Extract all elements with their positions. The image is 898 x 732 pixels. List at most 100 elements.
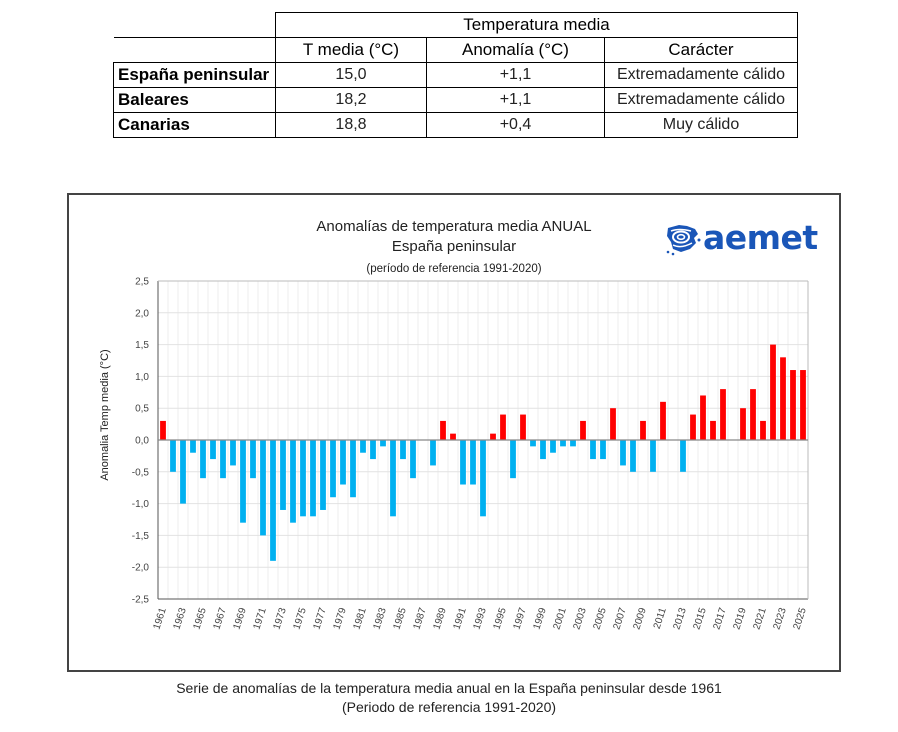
- table-row: Baleares 18,2 +1,1 Extremadamente cálido: [113, 87, 798, 113]
- bar-2025: [800, 370, 806, 440]
- bar-1963: [180, 440, 186, 504]
- chart-frame: 2,5 2,0 1,5 1,0 0,5 0,0 -0,5 -1,0 -1,5 -2,0 -2,5 1…: [67, 193, 841, 672]
- x-tick-label: 1979: [332, 606, 349, 631]
- bar-1994: [490, 433, 496, 440]
- bar-1986: [410, 440, 416, 479]
- bar-2020: [750, 389, 756, 440]
- bar-1988: [430, 440, 436, 466]
- bar-2023: [780, 357, 786, 440]
- bar-2003: [580, 420, 586, 440]
- x-tick-label: 1973: [272, 606, 289, 631]
- blank-corner: [113, 12, 276, 38]
- x-tick-label: 1981: [352, 606, 369, 631]
- x-tick-label: 1963: [172, 606, 189, 631]
- region-name: Canarias: [113, 112, 276, 138]
- x-tick-label: 2011: [652, 606, 669, 630]
- bar-1979: [340, 440, 346, 485]
- bar-1993: [480, 440, 486, 517]
- bar-2024: [790, 370, 796, 440]
- x-tick-label: 2021: [752, 606, 769, 631]
- x-tick-label: 2009: [632, 606, 649, 631]
- bar-2000: [550, 440, 556, 453]
- y-tick-label: -2,5: [132, 595, 150, 606]
- bar-1978: [330, 440, 336, 498]
- aemet-logo-icon: [666, 225, 701, 256]
- t-media-value: 18,8: [275, 112, 427, 138]
- figure-caption: Serie de anomalías de la temperatura med…: [0, 679, 898, 717]
- bar-1990: [450, 433, 456, 440]
- bar-2001: [560, 440, 566, 447]
- x-tick-label: 1975: [292, 606, 309, 631]
- bar-1967: [220, 440, 226, 479]
- region-name: Baleares: [113, 87, 276, 113]
- bar-1998: [530, 440, 536, 447]
- y-tick-labels: 2,5 2,0 1,5 1,0 0,5 0,0 -0,5 -1,0 -1,5 -2,0 -2,5: [132, 277, 150, 606]
- x-tick-label: 2019: [732, 606, 749, 631]
- bar-1991: [460, 440, 466, 485]
- bars: [160, 344, 806, 561]
- y-tick-label: -2,0: [132, 563, 150, 574]
- x-tick-label: 1999: [532, 606, 549, 631]
- x-tick-label: 2003: [572, 606, 589, 631]
- bar-1981: [360, 440, 366, 453]
- bar-1995: [500, 414, 506, 440]
- x-tick-label: 1971: [252, 606, 269, 631]
- x-tick-label: 1991: [452, 606, 469, 631]
- x-tick-label: 1967: [212, 606, 229, 631]
- x-tick-label: 1995: [492, 606, 509, 631]
- x-tick-label: 2015: [692, 606, 709, 631]
- bar-2011: [660, 401, 666, 440]
- bar-1964: [190, 440, 196, 453]
- region-name: España peninsular: [113, 62, 276, 88]
- bar-1984: [390, 440, 396, 517]
- aemet-logo: aemet: [665, 218, 818, 258]
- bar-1976: [310, 440, 316, 517]
- x-tick-label: 1961: [152, 606, 169, 631]
- bar-1982: [370, 440, 376, 460]
- y-tick-label: 0,0: [135, 436, 149, 447]
- aemet-logo-text: aemet: [703, 218, 818, 257]
- bar-1966: [210, 440, 216, 460]
- bar-1997: [520, 414, 526, 440]
- table-row: Canarias 18,8 +0,4 Muy cálido: [113, 112, 798, 138]
- bar-2022: [770, 344, 776, 440]
- bar-2016: [710, 420, 716, 440]
- bar-2008: [630, 440, 636, 472]
- y-tick-label: 1,0: [135, 372, 149, 383]
- group-header: Temperatura media: [275, 12, 798, 38]
- bar-1975: [300, 440, 306, 517]
- x-tick-label: 1993: [472, 606, 489, 631]
- column-header-caracter: Carácter: [604, 37, 798, 63]
- bar-1965: [200, 440, 206, 479]
- caption-line-2: (Periodo de referencia 1991-2020): [341, 699, 557, 715]
- x-tick-labels: 1961 1963 1965 1967 1969 1971 1973 1975 1977 1979…: [152, 606, 809, 631]
- x-tick-label: 1969: [232, 606, 249, 631]
- anomalia-value: +0,4: [426, 112, 605, 138]
- bar-1968: [230, 440, 236, 466]
- bar-1969: [240, 440, 246, 523]
- x-tick-label: 1965: [192, 606, 209, 631]
- x-tick-label: 1983: [372, 606, 389, 631]
- summary-group-header-row: Temperatura media: [113, 12, 798, 38]
- bar-2017: [720, 389, 726, 440]
- bar-1974: [290, 440, 296, 523]
- y-tick-label: -1,0: [132, 499, 150, 510]
- x-tick-label: 1989: [432, 606, 449, 631]
- caption-line-1: Serie de anomalías de la temperatura med…: [176, 680, 722, 696]
- caracter-value: Extremadamente cálido: [604, 62, 798, 88]
- x-tick-label: 2023: [772, 606, 789, 631]
- anomalia-value: +1,1: [426, 62, 605, 88]
- x-tick-label: 1997: [512, 606, 529, 631]
- bar-1972: [270, 440, 276, 561]
- x-tick-label: 2001: [552, 606, 569, 631]
- bar-1999: [540, 440, 546, 460]
- x-tick-label: 1985: [392, 606, 409, 631]
- bar-2005: [600, 440, 606, 460]
- axes: [157, 280, 809, 600]
- bar-1996: [510, 440, 516, 479]
- bar-1973: [280, 440, 286, 510]
- x-tick-label: 1977: [312, 606, 329, 631]
- bar-2019: [740, 408, 746, 440]
- bar-1983: [380, 440, 386, 447]
- bar-2010: [650, 440, 656, 472]
